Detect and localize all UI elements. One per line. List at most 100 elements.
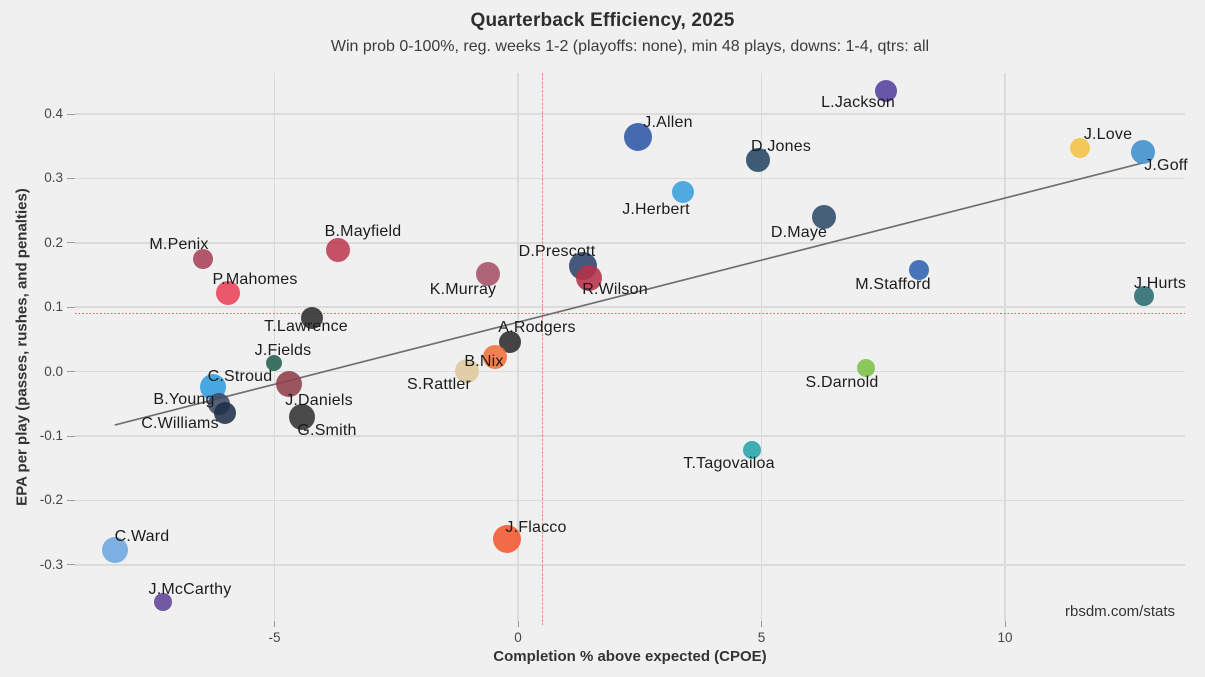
point-label-g-smith: G.Smith (297, 422, 357, 439)
data-point-d-maye (811, 205, 836, 230)
gridline-horizontal (75, 242, 1185, 244)
y-tick-label: 0.1 (44, 299, 63, 315)
mean-epa-line (75, 312, 1185, 315)
data-point-b-mayfield (325, 237, 350, 262)
point-label-j-flacco: J.Flacco (505, 519, 567, 536)
x-tick-mark (761, 621, 762, 627)
data-point-s-darnold (857, 359, 876, 378)
point-label-d-jones: D.Jones (750, 138, 812, 155)
data-point-j-daniels (276, 370, 303, 397)
point-label-j-goff: J.Goff (1144, 157, 1188, 174)
data-point-j-hurts (1133, 286, 1154, 307)
data-point-t-lawrence (300, 307, 323, 330)
data-point-m-penix (192, 248, 213, 269)
point-label-b-nix: B.Nix (464, 353, 504, 370)
data-point-j-goff (1130, 139, 1155, 164)
data-point-j-herbert (672, 180, 695, 203)
data-point-k-murray (475, 261, 500, 286)
plot-area: J.Allen L.Jackson D.Jones J.Love J.Goff J.Her… (75, 73, 1188, 625)
y-tick-label: 0.2 (44, 234, 63, 250)
data-point-s-rattler (454, 358, 479, 383)
data-point-g-smith (288, 403, 315, 430)
gridline-horizontal (75, 177, 1185, 180)
data-point-j-mccarthy (153, 593, 172, 612)
y-tick-label: 0.3 (44, 170, 63, 186)
point-label-c-stroud: C.Stroud (207, 368, 273, 385)
y-tick-label: -0.2 (39, 492, 63, 508)
x-tick-label: -5 (268, 630, 281, 645)
gridline-horizontal (75, 564, 1185, 566)
point-label-c-ward: C.Ward (114, 528, 170, 545)
x-tick-label: 0 (514, 630, 522, 645)
mean-cpoe-line (541, 73, 544, 625)
point-label-b-mayfield: B.Mayfield (324, 223, 402, 240)
y-tick-mark (67, 564, 75, 566)
point-label-j-hurts: J.Hurts (1133, 275, 1187, 292)
point-label-t-lawrence: T.Lawrence (264, 318, 348, 335)
gridline-horizontal (75, 306, 1185, 308)
data-point-j-love (1069, 138, 1090, 159)
x-tick-mark (1004, 621, 1006, 627)
y-tick-mark (67, 177, 75, 179)
data-point-c-williams (213, 401, 236, 424)
x-tick-label: 10 (997, 630, 1013, 645)
y-tick-label: -0.1 (39, 428, 63, 443)
data-point-p-mahomes (216, 281, 241, 306)
data-point-t-tagovailoa (742, 441, 761, 460)
point-label-j-mccarthy: J.McCarthy (148, 581, 232, 598)
y-tick-mark (67, 499, 75, 501)
y-tick-mark (67, 435, 75, 437)
y-tick-mark (67, 306, 75, 308)
y-tick-label: 0.4 (44, 106, 63, 121)
gridline-horizontal (75, 113, 1185, 115)
point-label-s-darnold: S.Darnold (805, 374, 879, 391)
point-label-k-murray: K.Murray (429, 281, 497, 298)
y-tick-mark (67, 242, 75, 244)
data-point-a-rodgers (499, 330, 522, 353)
y-tick-mark (67, 371, 75, 373)
chart-title: Quarterback Efficiency, 2025 (470, 10, 735, 31)
point-label-s-rattler: S.Rattler (406, 376, 472, 393)
trend-line (114, 162, 1144, 426)
watermark-link: rbsdm.com/stats (1064, 603, 1176, 620)
point-label-j-love: J.Love (1083, 126, 1133, 143)
point-label-j-allen: J.Allen (643, 114, 693, 131)
point-label-t-tagovailoa: T.Tagovailoa (683, 455, 775, 472)
data-point-b-nix (483, 344, 508, 369)
y-tick-label: -0.3 (39, 556, 63, 572)
point-label-a-rodgers: A.Rodgers (498, 319, 576, 336)
gridline-horizontal (75, 435, 1185, 437)
point-label-j-herbert: J.Herbert (622, 201, 690, 218)
data-point-c-ward (101, 536, 128, 563)
data-point-j-fields (266, 355, 282, 372)
point-label-r-wilson: R.Wilson (582, 281, 648, 298)
chart-subtitle: Win prob 0-100%, reg. weeks 1-2 (playoff… (330, 38, 930, 55)
point-label-b-young: B.Young (153, 391, 215, 408)
gridline-horizontal (75, 370, 1185, 373)
point-label-m-penix: M.Penix (149, 236, 209, 253)
x-tick-mark (274, 621, 275, 627)
point-label-d-prescott: D.Prescott (518, 243, 596, 260)
point-label-j-daniels: J.Daniels (285, 392, 353, 409)
point-label-m-stafford: M.Stafford (855, 276, 931, 293)
gridline-vertical (760, 73, 763, 621)
point-label-d-maye: D.Maye (770, 224, 828, 241)
data-point-j-allen (623, 123, 652, 152)
x-tick-label: 5 (757, 630, 766, 645)
y-tick-mark (67, 113, 75, 115)
gridline-horizontal (75, 499, 1185, 502)
point-label-j-fields: J.Fields (254, 342, 312, 359)
gridline-vertical (273, 73, 276, 621)
y-tick-label: 0.0 (44, 363, 63, 379)
data-point-r-wilson (576, 265, 603, 292)
point-label-l-jackson: L.Jackson (821, 94, 895, 111)
data-point-j-flacco (492, 525, 521, 554)
point-label-p-mahomes: P.Mahomes (212, 271, 298, 288)
data-point-l-jackson (875, 79, 898, 102)
data-point-m-stafford (908, 259, 929, 280)
x-axis-title: Completion % above expected (CPOE) (493, 648, 767, 665)
gridline-vertical (1004, 73, 1006, 621)
data-point-d-jones (746, 147, 771, 172)
point-label-c-williams: C.Williams (141, 415, 219, 432)
